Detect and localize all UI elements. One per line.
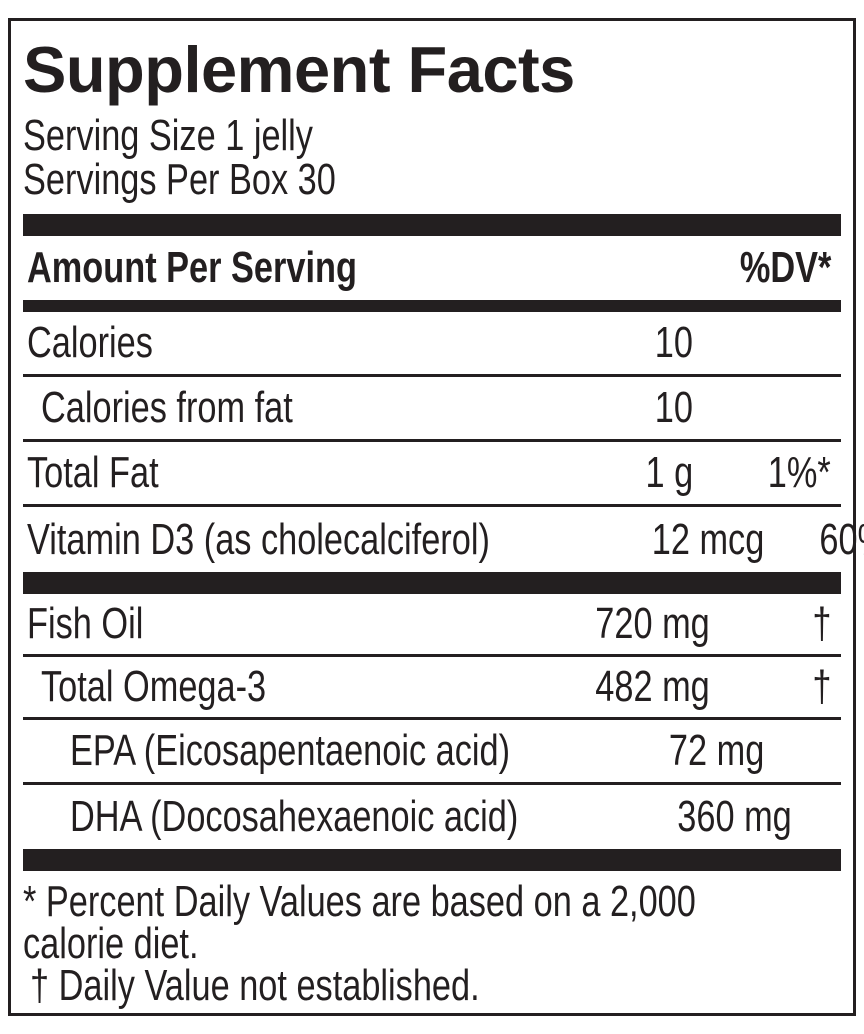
section-divider-bar [23,214,841,236]
nutrient-row-calories: Calories 10 [23,312,841,374]
row-separator [23,504,841,507]
nutrient-name: Total Fat [27,448,159,497]
nutrient-dv: 1%* [768,448,831,497]
nutrient-amount: 482 mg [595,662,710,711]
nutrient-name: DHA (Docosahexaenoic acid) [70,792,519,841]
servings-per-box: Servings Per Box 30 [23,155,336,204]
section-divider-bar [23,849,841,871]
nutrient-name: Calories from fat [41,383,293,432]
nutrient-row-epa: EPA (Eicosapentaenoic acid) 72 mg † [23,720,841,782]
column-header-row: Amount Per Serving %DV* [23,236,841,300]
nutrient-row-calories-from-fat: Calories from fat 10 [23,377,841,439]
nutrient-amount: 72 mg [668,726,765,775]
section-divider-bar [23,300,841,312]
nutrient-amount: 10 [654,318,693,367]
footnotes: * Percent Daily Values are based on a 2,… [23,877,841,1010]
nutrient-name: Vitamin D3 (as cholecalciferol) [27,514,490,564]
nutrient-name: Total Omega-3 [41,662,267,711]
nutrient-amount: 360 mg [677,792,792,841]
column-header-dv: %DV* [739,243,831,292]
panel-title: Supplement Facts [23,33,575,106]
footnote-percent-dv-line-2: calorie diet. [23,919,199,968]
nutrient-amount: 10 [654,383,693,432]
row-separator [23,374,841,377]
nutrient-amount: 12 mcg [652,514,765,564]
nutrient-amount: 1 g [645,448,693,497]
nutrient-name: EPA (Eicosapentaenoic acid) [70,726,511,775]
row-separator [23,782,841,785]
nutrient-row-fish-oil: Fish Oil 720 mg † [23,594,841,654]
nutrient-dv: 60% [819,514,864,564]
nutrient-row-vitamin-d3: Vitamin D3 (as cholecalciferol) 12 mcg 6… [23,507,864,572]
supplement-facts-panel: Supplement Facts Serving Size 1 jelly Se… [8,18,864,1016]
nutrient-amount: 720 mg [595,599,710,648]
row-separator [23,654,841,657]
nutrient-name: Calories [27,318,153,367]
serving-size: Serving Size 1 jelly [23,111,313,160]
footnote-daily-value: † Daily Value not established. [30,961,480,1010]
nutrient-dv: † [811,662,831,711]
serving-info: Serving Size 1 jelly Servings Per Box 30 [23,114,841,202]
nutrient-row-total-fat: Total Fat 1 g 1%* [23,442,841,504]
nutrient-name: Fish Oil [27,599,144,648]
row-separator [23,717,841,720]
nutrient-row-dha: DHA (Docosahexaenoic acid) 360 mg † [23,785,841,849]
nutrient-dv: † [811,599,831,648]
footnote-percent-dv-line-1: * Percent Daily Values are based on a 2,… [23,877,696,926]
row-separator [23,439,841,442]
section-divider-bar [23,572,841,594]
nutrient-row-total-omega-3: Total Omega-3 482 mg † [23,657,841,717]
column-header-amount: Amount Per Serving [27,243,357,292]
